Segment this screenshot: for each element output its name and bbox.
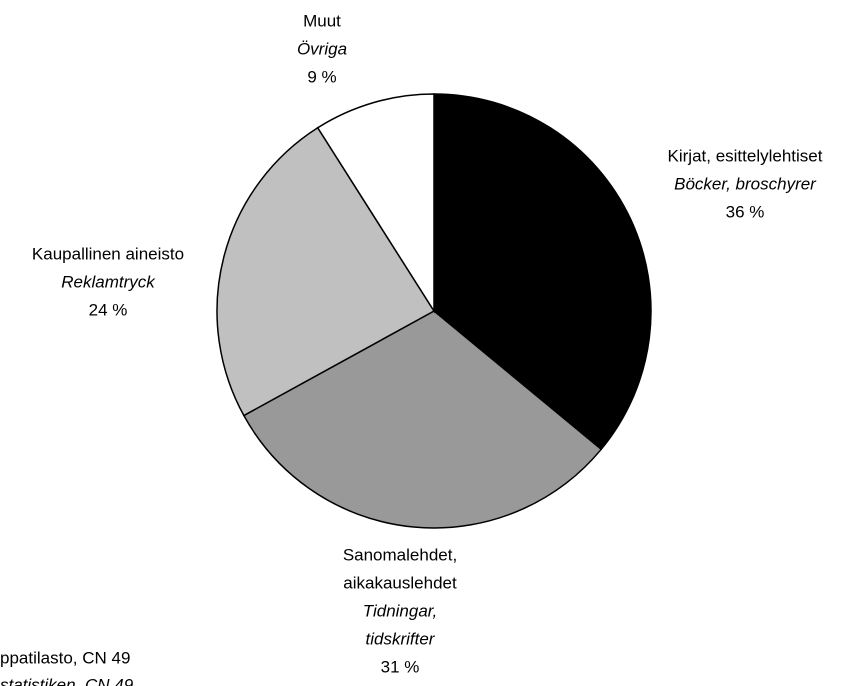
slice-label: Kaupallinen aineisto [32, 244, 184, 263]
value-label: 24 % [89, 300, 128, 319]
slice-label-sv: tidskrifter [366, 629, 436, 648]
slice-label: Muut [303, 11, 341, 30]
value-label: 36 % [726, 202, 765, 221]
value-label: 9 % [307, 67, 336, 86]
slice-label-sv: Tidningar, [363, 601, 438, 620]
source: statistiken, CN 49 [0, 675, 134, 686]
value-label: 31 % [381, 657, 420, 676]
slice-label-sv: Övriga [297, 39, 347, 58]
pie-slice [242, 310, 603, 529]
pie-slice [316, 93, 435, 314]
slice-label: Sanomalehdet, [343, 545, 457, 564]
slice-label-sv: Reklamtryck [61, 272, 156, 291]
slice-label: aikakauslehdet [343, 573, 457, 592]
pie-slice [433, 93, 652, 451]
slice-label-sv: Böcker, broschyrer [674, 174, 817, 193]
source: ppatilasto, CN 49 [0, 648, 130, 667]
slice-label: Kirjat, esittelylehtiset [668, 146, 823, 165]
pie-slice [216, 126, 436, 417]
